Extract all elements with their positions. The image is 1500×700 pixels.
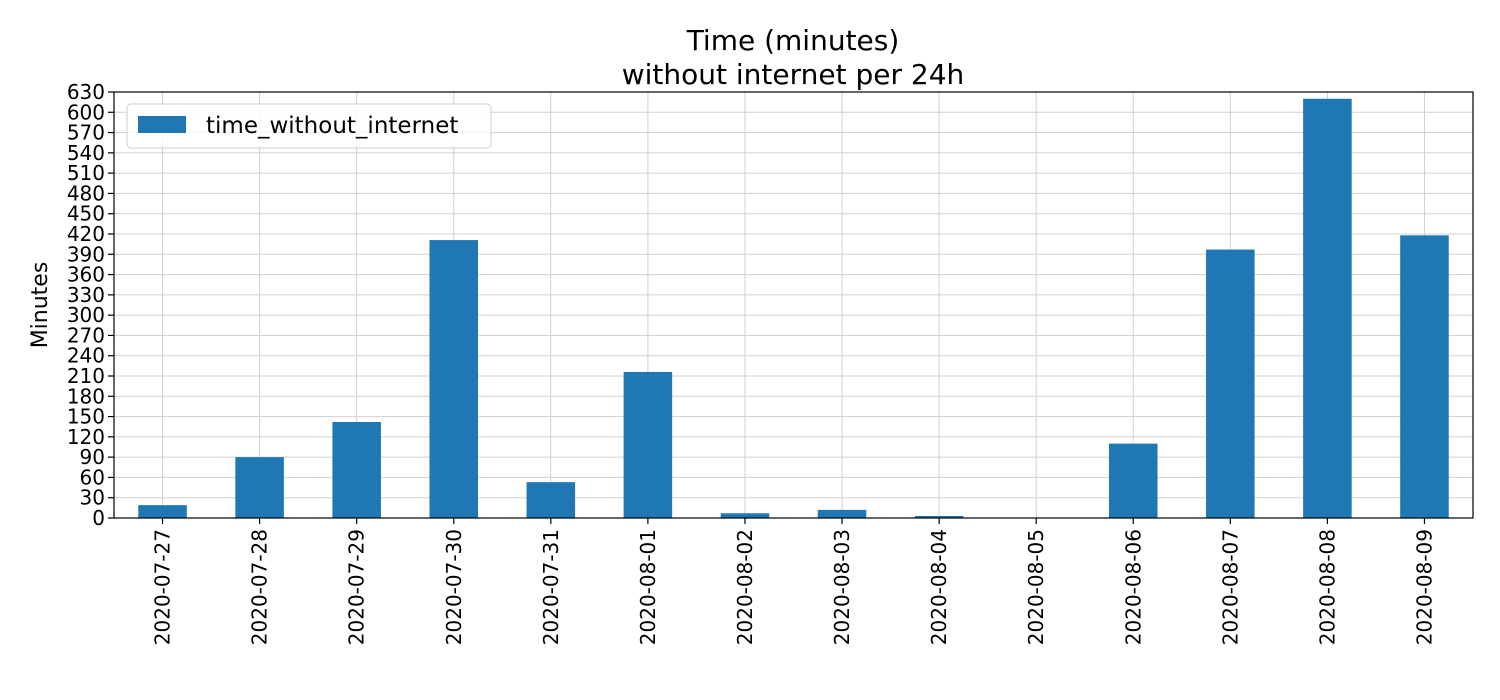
y-tick-label: 270: [67, 323, 105, 347]
bar: [1206, 249, 1255, 519]
y-tick-label: 150: [67, 405, 105, 429]
y-tick-label: 330: [67, 283, 105, 307]
y-tick-label: 0: [92, 506, 105, 530]
x-tick-label: 2020-07-30: [442, 529, 466, 645]
x-tick-label: 2020-08-04: [927, 529, 951, 645]
x-tick-label: 2020-08-05: [1024, 529, 1048, 645]
x-tick-label: 2020-07-31: [539, 529, 563, 645]
bar: [332, 421, 381, 518]
bar: [235, 457, 284, 518]
legend: time_without_internet: [126, 103, 492, 149]
y-tick-label: 180: [67, 384, 105, 408]
y-tick-label: 510: [67, 161, 105, 185]
x-tick-label: 2020-07-27: [151, 529, 175, 645]
y-tick-label: 120: [67, 425, 105, 449]
legend-swatch: [138, 116, 186, 133]
grid-layer: [114, 91, 1473, 519]
y-tick-label: 240: [67, 344, 105, 368]
bar: [623, 371, 673, 518]
bar: [720, 513, 770, 518]
x-tick-label: 2020-07-28: [248, 529, 272, 645]
y-tick-label: 30: [80, 486, 105, 510]
bar: [1108, 443, 1158, 518]
chart-subtitle: without internet per 24h: [622, 58, 965, 91]
y-tick-label: 300: [67, 303, 105, 327]
bar: [817, 509, 867, 518]
plot-frame: [113, 91, 1474, 519]
x-tick-label: 2020-08-07: [1218, 529, 1242, 645]
x-tick-label: 2020-08-09: [1412, 529, 1436, 645]
x-tick-label: 2020-08-02: [733, 529, 757, 645]
legend-label: time_without_internet: [206, 113, 458, 139]
y-tick-label: 60: [80, 465, 105, 489]
y-tick-label: 630: [67, 80, 105, 104]
chart-title: Time (minutes): [686, 24, 900, 57]
x-tick-label: 2020-08-03: [830, 529, 854, 645]
x-axis: 2020-07-27 2020-07-28 2020-07-29 2020-07-30…: [151, 518, 1436, 645]
y-tick-label: 360: [67, 263, 105, 287]
y-tick-label: 450: [67, 202, 105, 226]
bar: [526, 482, 576, 518]
y-axis-label: Minutes: [28, 262, 53, 349]
y-tick-label: 600: [67, 100, 105, 124]
bars-layer: [138, 98, 1449, 519]
y-tick-label: 480: [67, 181, 105, 205]
x-tick-label: 2020-08-01: [636, 529, 660, 645]
y-axis: 0306090120150180210240270300330360390420…: [67, 80, 114, 530]
bar: [429, 240, 479, 519]
bar: [914, 515, 964, 518]
x-tick-label: 2020-08-08: [1315, 529, 1339, 645]
bar: [1400, 235, 1449, 518]
legend-box: [126, 103, 492, 149]
y-tick-label: 210: [67, 364, 105, 388]
x-tick-label: 2020-08-06: [1121, 529, 1145, 645]
bar: [1303, 98, 1352, 518]
bar: [138, 505, 187, 518]
y-tick-label: 420: [67, 222, 105, 246]
y-tick-label: 90: [80, 445, 105, 469]
y-tick-label: 570: [67, 121, 105, 145]
x-tick-label: 2020-07-29: [345, 529, 369, 645]
y-tick-label: 390: [67, 242, 105, 266]
y-tick-label: 540: [67, 141, 105, 165]
